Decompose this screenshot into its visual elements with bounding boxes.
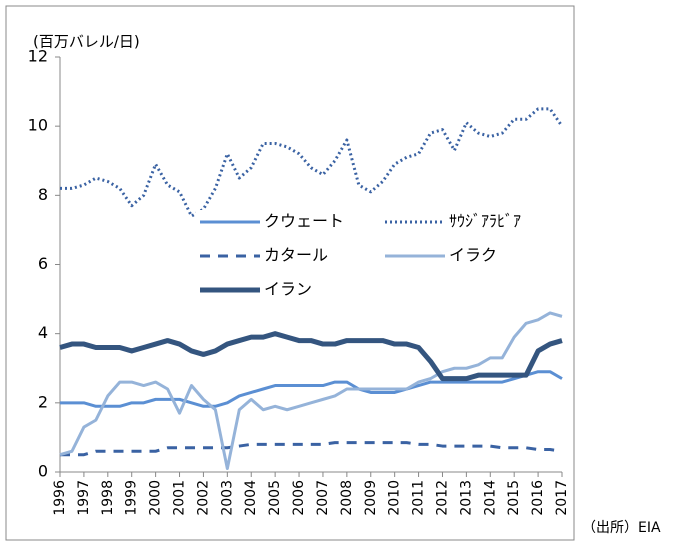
y-tick-label: 6 [38,254,48,273]
x-tick-label: 2008 [339,480,355,516]
series-line [59,331,563,382]
series-line [59,311,563,471]
x-tick-label: 1996 [52,480,68,516]
x-tick-label: 2017 [554,480,570,516]
x-tick-label: 2007 [315,480,331,516]
x-tick-label: 2000 [148,480,164,516]
x-tick-label: 2014 [482,480,498,516]
x-tick-label: 2012 [434,480,450,516]
x-tick-label: 1998 [100,480,116,516]
y-tick-label: 8 [38,185,48,204]
y-tick-label: 4 [38,323,48,342]
x-tick-label: 2013 [458,480,474,516]
x-tick-label: 2011 [411,480,427,516]
x-tick-label: 2001 [172,480,188,516]
legend-label: クウェート [264,212,344,231]
x-tick-label: 1999 [124,480,140,516]
legend-label: カタール [264,246,328,265]
x-tick-label: 2006 [291,480,307,516]
x-tick-label: 2010 [387,480,403,516]
legend-label: イラク [449,246,497,265]
series-line [60,441,563,457]
x-tick-label: 2003 [219,480,235,516]
y-tick-label: 0 [38,462,48,481]
chart-frame [5,5,575,541]
y-tick-label: 10 [28,116,48,135]
legend-label: イラン [264,280,312,299]
y-axis-label: (百万バレル/日) [33,33,140,51]
series-line [60,107,564,218]
x-tick-label: 2009 [363,480,379,516]
x-tick-label: 2015 [506,480,522,516]
source: （出所）EIA [582,520,661,536]
y-tick-label: 12 [28,47,48,66]
x-tick-label: 2005 [267,480,283,516]
series-line [60,370,563,408]
y-tick-label: 2 [38,392,48,411]
legend-label: ｻｳｼﾞｱﾗﾋﾞｱ [449,212,521,231]
x-tick-label: 1997 [76,480,92,516]
x-tick-label: 2004 [243,480,259,516]
x-tick-label: 2002 [195,480,211,516]
x-tick-label: 2016 [530,480,546,516]
